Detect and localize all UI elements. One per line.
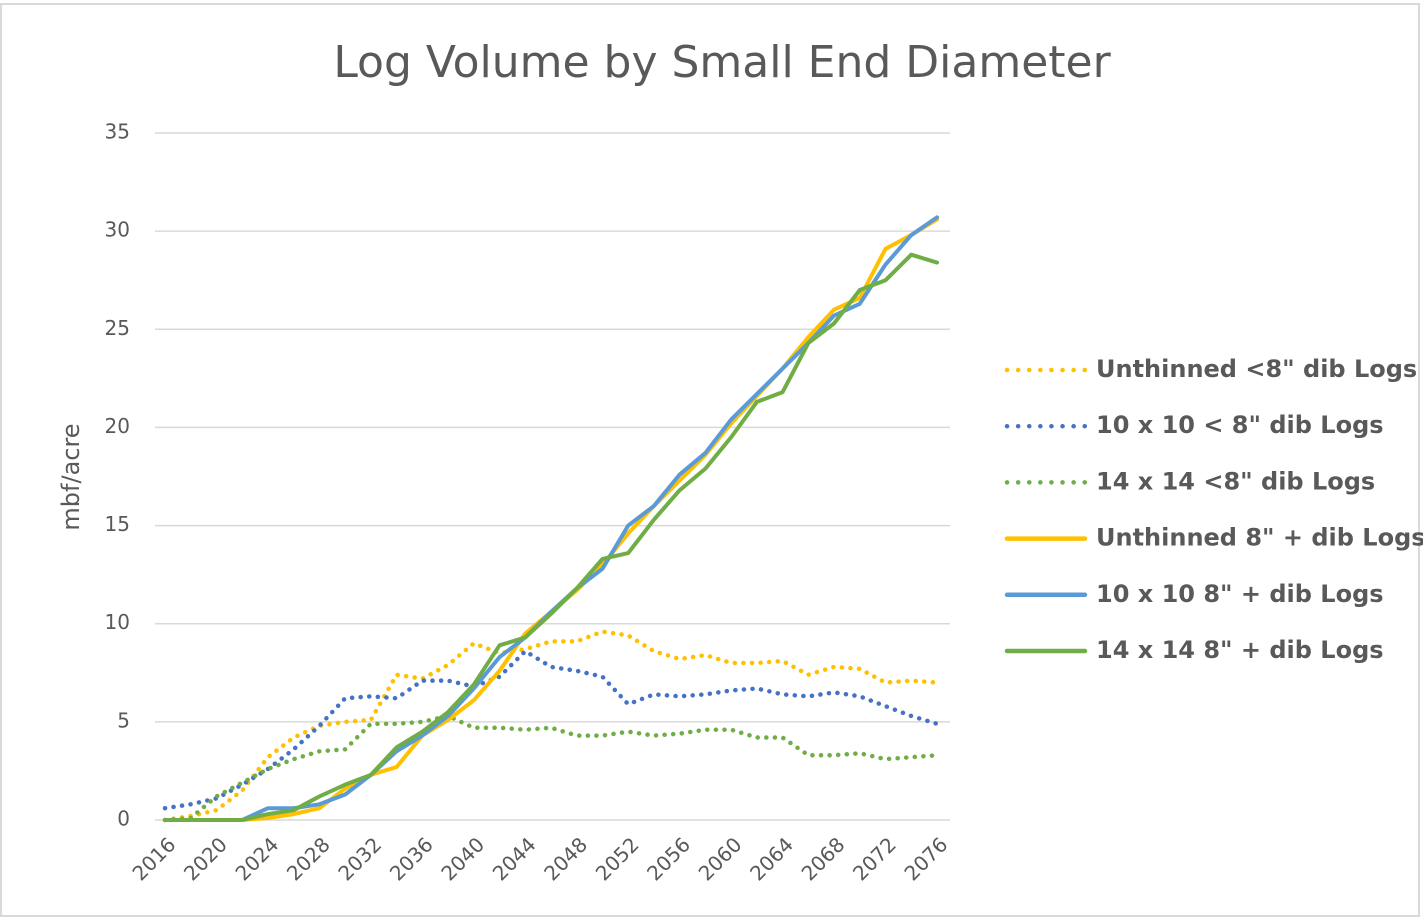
y-tick-label: 30 xyxy=(105,218,130,242)
legend-label: 10 x 10 8" + dib Logs xyxy=(1096,580,1384,608)
series-line xyxy=(163,252,939,822)
legend-label: 10 x 10 < 8" dib Logs xyxy=(1096,411,1384,439)
y-tick-label: 25 xyxy=(105,316,130,340)
series-line xyxy=(162,713,940,823)
y-tick-label: 0 xyxy=(117,807,130,831)
legend-label: Unthinned 8" + dib Logs xyxy=(1096,524,1423,552)
chart-title: Log Volume by Small End Diameter xyxy=(333,37,1111,88)
legend-label: Unthinned <8" dib Logs xyxy=(1096,355,1417,383)
legend-label: 14 x 14 8" + dib Logs xyxy=(1096,636,1384,664)
series-line xyxy=(162,629,940,823)
y-tick-label: 5 xyxy=(117,708,130,732)
series-line xyxy=(162,648,940,811)
y-tick-label: 35 xyxy=(105,120,130,144)
y-axis-label: mbf/acre xyxy=(57,423,85,530)
y-tick-label: 20 xyxy=(105,414,130,438)
y-tick-label: 15 xyxy=(105,512,130,536)
y-tick-label: 10 xyxy=(105,610,130,634)
legend-label: 14 x 14 <8" dib Logs xyxy=(1096,467,1375,495)
